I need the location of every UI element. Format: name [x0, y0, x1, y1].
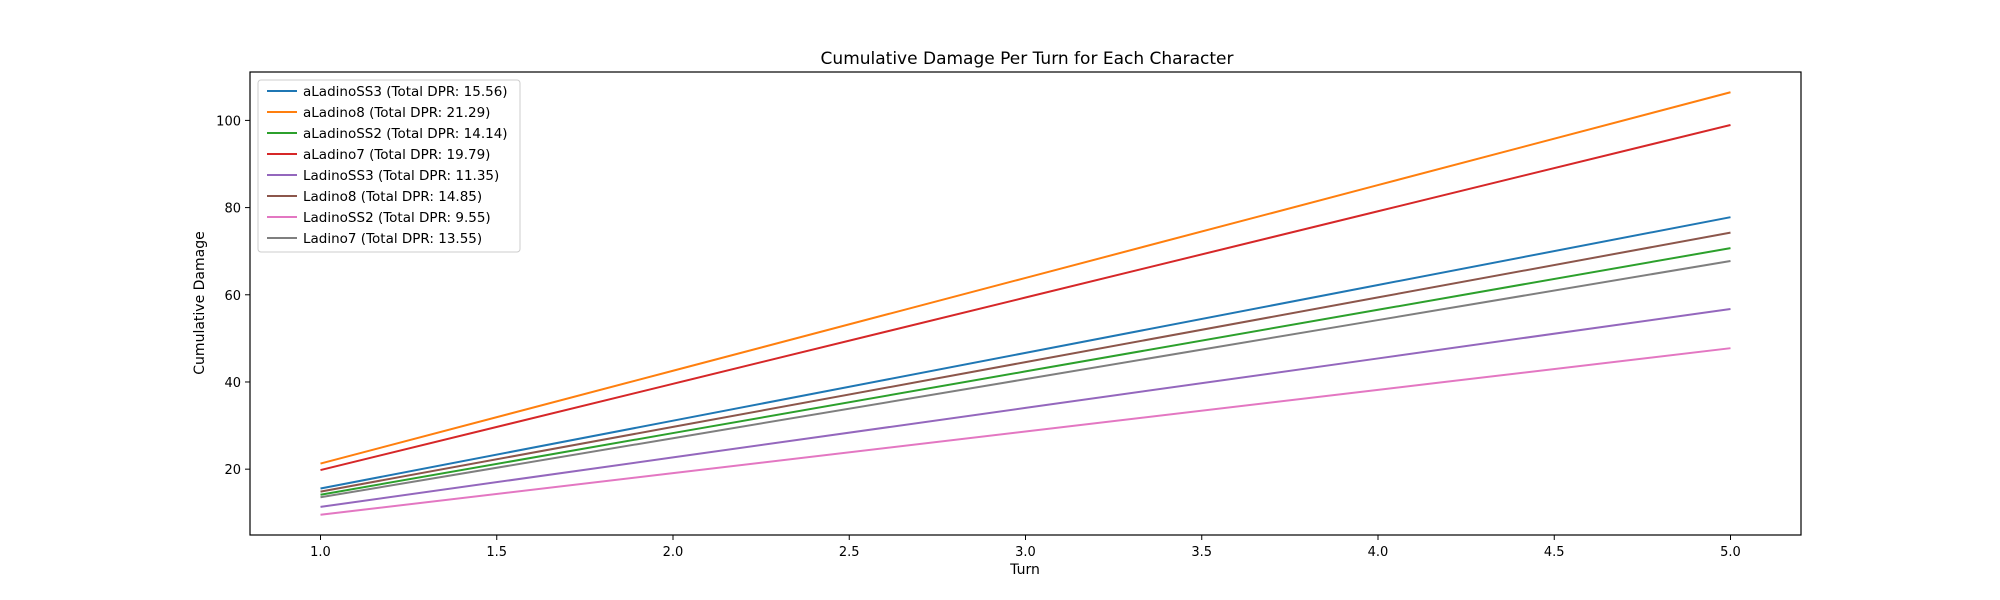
- y-tick-label-0: 20: [224, 463, 241, 478]
- series-line-3: [320, 123, 1731, 472]
- series-line-7: [320, 260, 1731, 499]
- chart-title: Cumulative Damage Per Turn for Each Char…: [821, 49, 1234, 69]
- y-tick-label-4: 100: [216, 114, 241, 129]
- y-tick-label-1: 40: [224, 376, 241, 391]
- y-tick-label-2: 60: [224, 289, 241, 304]
- x-tick-label-7: 4.5: [1544, 545, 1565, 560]
- x-tick-label-5: 3.5: [1191, 545, 1212, 560]
- series-line-6: [320, 347, 1731, 516]
- legend-entry-3: aLadino7 (Total DPR: 19.79): [303, 147, 490, 163]
- legend-entry-7: Ladino7 (Total DPR: 13.55): [303, 231, 482, 247]
- y-axis-ticks: 20 40 60 80 100: [216, 114, 250, 478]
- series-line-0: [320, 216, 1731, 490]
- x-tick-label-0: 1.0: [310, 545, 331, 560]
- series-line-1: [320, 91, 1731, 465]
- x-tick-label-6: 4.0: [1368, 545, 1389, 560]
- legend-entry-6: LadinoSS2 (Total DPR: 9.55): [303, 210, 491, 226]
- legend-entry-2: aLadinoSS2 (Total DPR: 14.14): [303, 126, 508, 142]
- x-tick-label-2: 2.0: [663, 545, 684, 560]
- y-axis-label: Cumulative Damage: [192, 231, 208, 374]
- series-line-5: [320, 231, 1731, 493]
- x-tick-label-3: 2.5: [839, 545, 860, 560]
- legend-box: [257, 79, 521, 253]
- y-tick-label-3: 80: [224, 202, 241, 217]
- legend: aLadinoSS3 (Total DPR: 15.56) aLadino8 (T…: [257, 79, 521, 253]
- x-axis-ticks: 1.0 1.5 2.0 2.5 3.0 3.5 4.0 4.5 5.0: [310, 535, 1741, 560]
- x-tick-label-1: 1.5: [486, 545, 507, 560]
- legend-entry-0: aLadinoSS3 (Total DPR: 15.56): [303, 84, 508, 100]
- x-axis-label: Turn: [1009, 562, 1040, 578]
- x-tick-label-8: 5.0: [1720, 545, 1741, 560]
- legend-entry-4: LadinoSS3 (Total DPR: 11.35): [303, 168, 499, 184]
- series-line-2: [320, 247, 1731, 496]
- plot-lines: [320, 91, 1731, 516]
- legend-entry-1: aLadino8 (Total DPR: 21.29): [303, 105, 490, 121]
- legend-entry-5: Ladino8 (Total DPR: 14.85): [303, 189, 482, 205]
- x-tick-label-4: 3.0: [1015, 545, 1036, 560]
- series-line-4: [320, 307, 1731, 508]
